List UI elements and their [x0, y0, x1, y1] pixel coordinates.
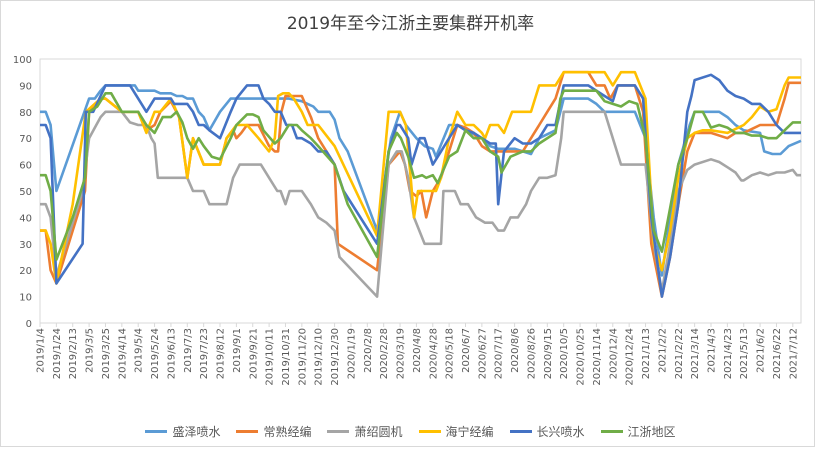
x-tick-label: 2020/5/18	[445, 328, 456, 379]
x-tick-label: 2019/11/20	[297, 328, 308, 386]
series-line-5	[40, 73, 801, 298]
y-tick-label: 40	[19, 213, 32, 224]
legend-swatch	[145, 430, 168, 433]
legend-item: 萧绍圆机	[327, 423, 403, 440]
x-tick-label: 2020/4/8	[412, 328, 423, 373]
x-tick-label: 2020/11/14	[592, 328, 603, 386]
y-tick-label: 20	[19, 266, 32, 277]
x-tick-label: 2019/7/23	[199, 328, 210, 379]
x-tick-label: 2019/5/4	[134, 328, 145, 373]
legend-label: 海宁经编	[445, 425, 494, 439]
plot-area	[39, 58, 802, 324]
x-tick-label: 2020/9/15	[543, 328, 554, 379]
x-tick-label: 2019/10/11	[265, 328, 276, 386]
legend-swatch	[509, 430, 532, 433]
x-tick-label: 2021/2/22	[674, 328, 685, 379]
x-tick-label: 2021/6/22	[772, 328, 783, 379]
x-tick-label: 2020/2/28	[379, 328, 390, 379]
x-tick-label: 2021/5/13	[739, 328, 750, 379]
legend-item: 江浙地区	[600, 423, 676, 440]
x-tick-label: 2019/3/25	[101, 328, 112, 379]
series-line-6	[40, 89, 801, 261]
x-tick-label: 2019/12/10	[314, 328, 325, 386]
x-tick-label: 2019/6/13	[166, 328, 177, 379]
x-tick-label: 2021/4/23	[723, 328, 734, 379]
x-tick-label: 2020/7/17	[494, 328, 505, 379]
x-tick-label: 2021/2/2	[657, 328, 668, 373]
legend-item: 盛泽喷水	[145, 423, 220, 440]
x-tick-label: 2019/9/1	[232, 328, 243, 373]
x-tick-label: 2020/12/4	[608, 328, 619, 379]
legend-label: 盛泽喷水	[172, 425, 221, 439]
legend-label: 萧绍圆机	[354, 425, 403, 439]
x-tick-label: 2020/8/26	[526, 328, 537, 379]
series-line-2	[40, 70, 801, 298]
x-tick-label: 2020/6/27	[477, 328, 488, 379]
x-tick-label: 2019/4/14	[117, 328, 128, 379]
x-tick-label: 2020/2/8	[363, 328, 374, 373]
x-tick-label: 2019/7/3	[183, 328, 194, 373]
x-tick-label: 2020/6/7	[461, 328, 472, 373]
legend-item: 长兴喷水	[509, 423, 585, 440]
x-tick-label: 2020/4/28	[428, 328, 439, 379]
x-tick-label: 2021/6/2	[756, 328, 767, 373]
x-tick-label: 2019/1/4	[36, 328, 47, 373]
series-line-4	[40, 70, 801, 285]
x-tick-label: 2020/12/24	[625, 328, 636, 386]
x-tick-label: 2021/4/3	[706, 328, 717, 373]
legend-swatch	[236, 430, 259, 433]
series-line-3	[40, 110, 801, 298]
y-tick-label: 50	[19, 187, 32, 198]
y-tick-label: 60	[19, 161, 32, 172]
chart-title: 2019年至今江浙主要集群开机率	[286, 14, 535, 34]
x-tick-label: 2019/12/30	[330, 328, 341, 386]
legend-label: 长兴喷水	[536, 425, 585, 439]
legend-swatch	[327, 430, 350, 433]
x-tick-label: 2019/10/31	[281, 328, 292, 386]
x-tick-label: 2019/8/12	[216, 328, 227, 379]
y-tick-label: 30	[19, 240, 32, 251]
x-tick-label: 2020/1/19	[346, 328, 357, 379]
y-tick-label: 90	[19, 81, 32, 92]
x-tick-label: 2020/3/19	[396, 328, 407, 379]
legend-label: 江浙地区	[627, 425, 676, 439]
x-tick-label: 2021/7/12	[788, 328, 799, 379]
x-tick-label: 2020/10/25	[576, 328, 587, 386]
x-tick-label: 2021/3/14	[690, 328, 701, 379]
legend-item: 常熟经编	[236, 423, 311, 440]
y-tick-label: 0	[26, 319, 32, 330]
x-tick-label: 2019/1/24	[52, 328, 63, 379]
legend-label: 常熟经编	[263, 425, 312, 439]
x-tick-label: 2019/5/24	[150, 328, 161, 379]
legend: 盛泽喷水 常熟经编 萧绍圆机 海宁经编 长兴喷水 江浙地区	[0, 423, 821, 440]
legend-swatch	[600, 430, 623, 433]
legend-item: 海宁经编	[418, 423, 494, 440]
x-tick-label: 2019/9/21	[248, 328, 259, 379]
y-tick-label: 80	[19, 108, 32, 119]
legend-swatch	[418, 430, 441, 433]
x-tick-label: 2021/1/13	[641, 328, 652, 379]
y-tick-label: 70	[19, 134, 32, 145]
x-tick-label: 2020/10/5	[559, 328, 570, 379]
y-tick-label: 10	[19, 293, 32, 304]
x-tick-label: 2019/2/13	[68, 328, 79, 379]
x-tick-label: 2020/8/6	[510, 328, 521, 373]
x-tick-label: 2019/3/5	[85, 328, 96, 373]
y-tick-label: 100	[13, 55, 32, 66]
